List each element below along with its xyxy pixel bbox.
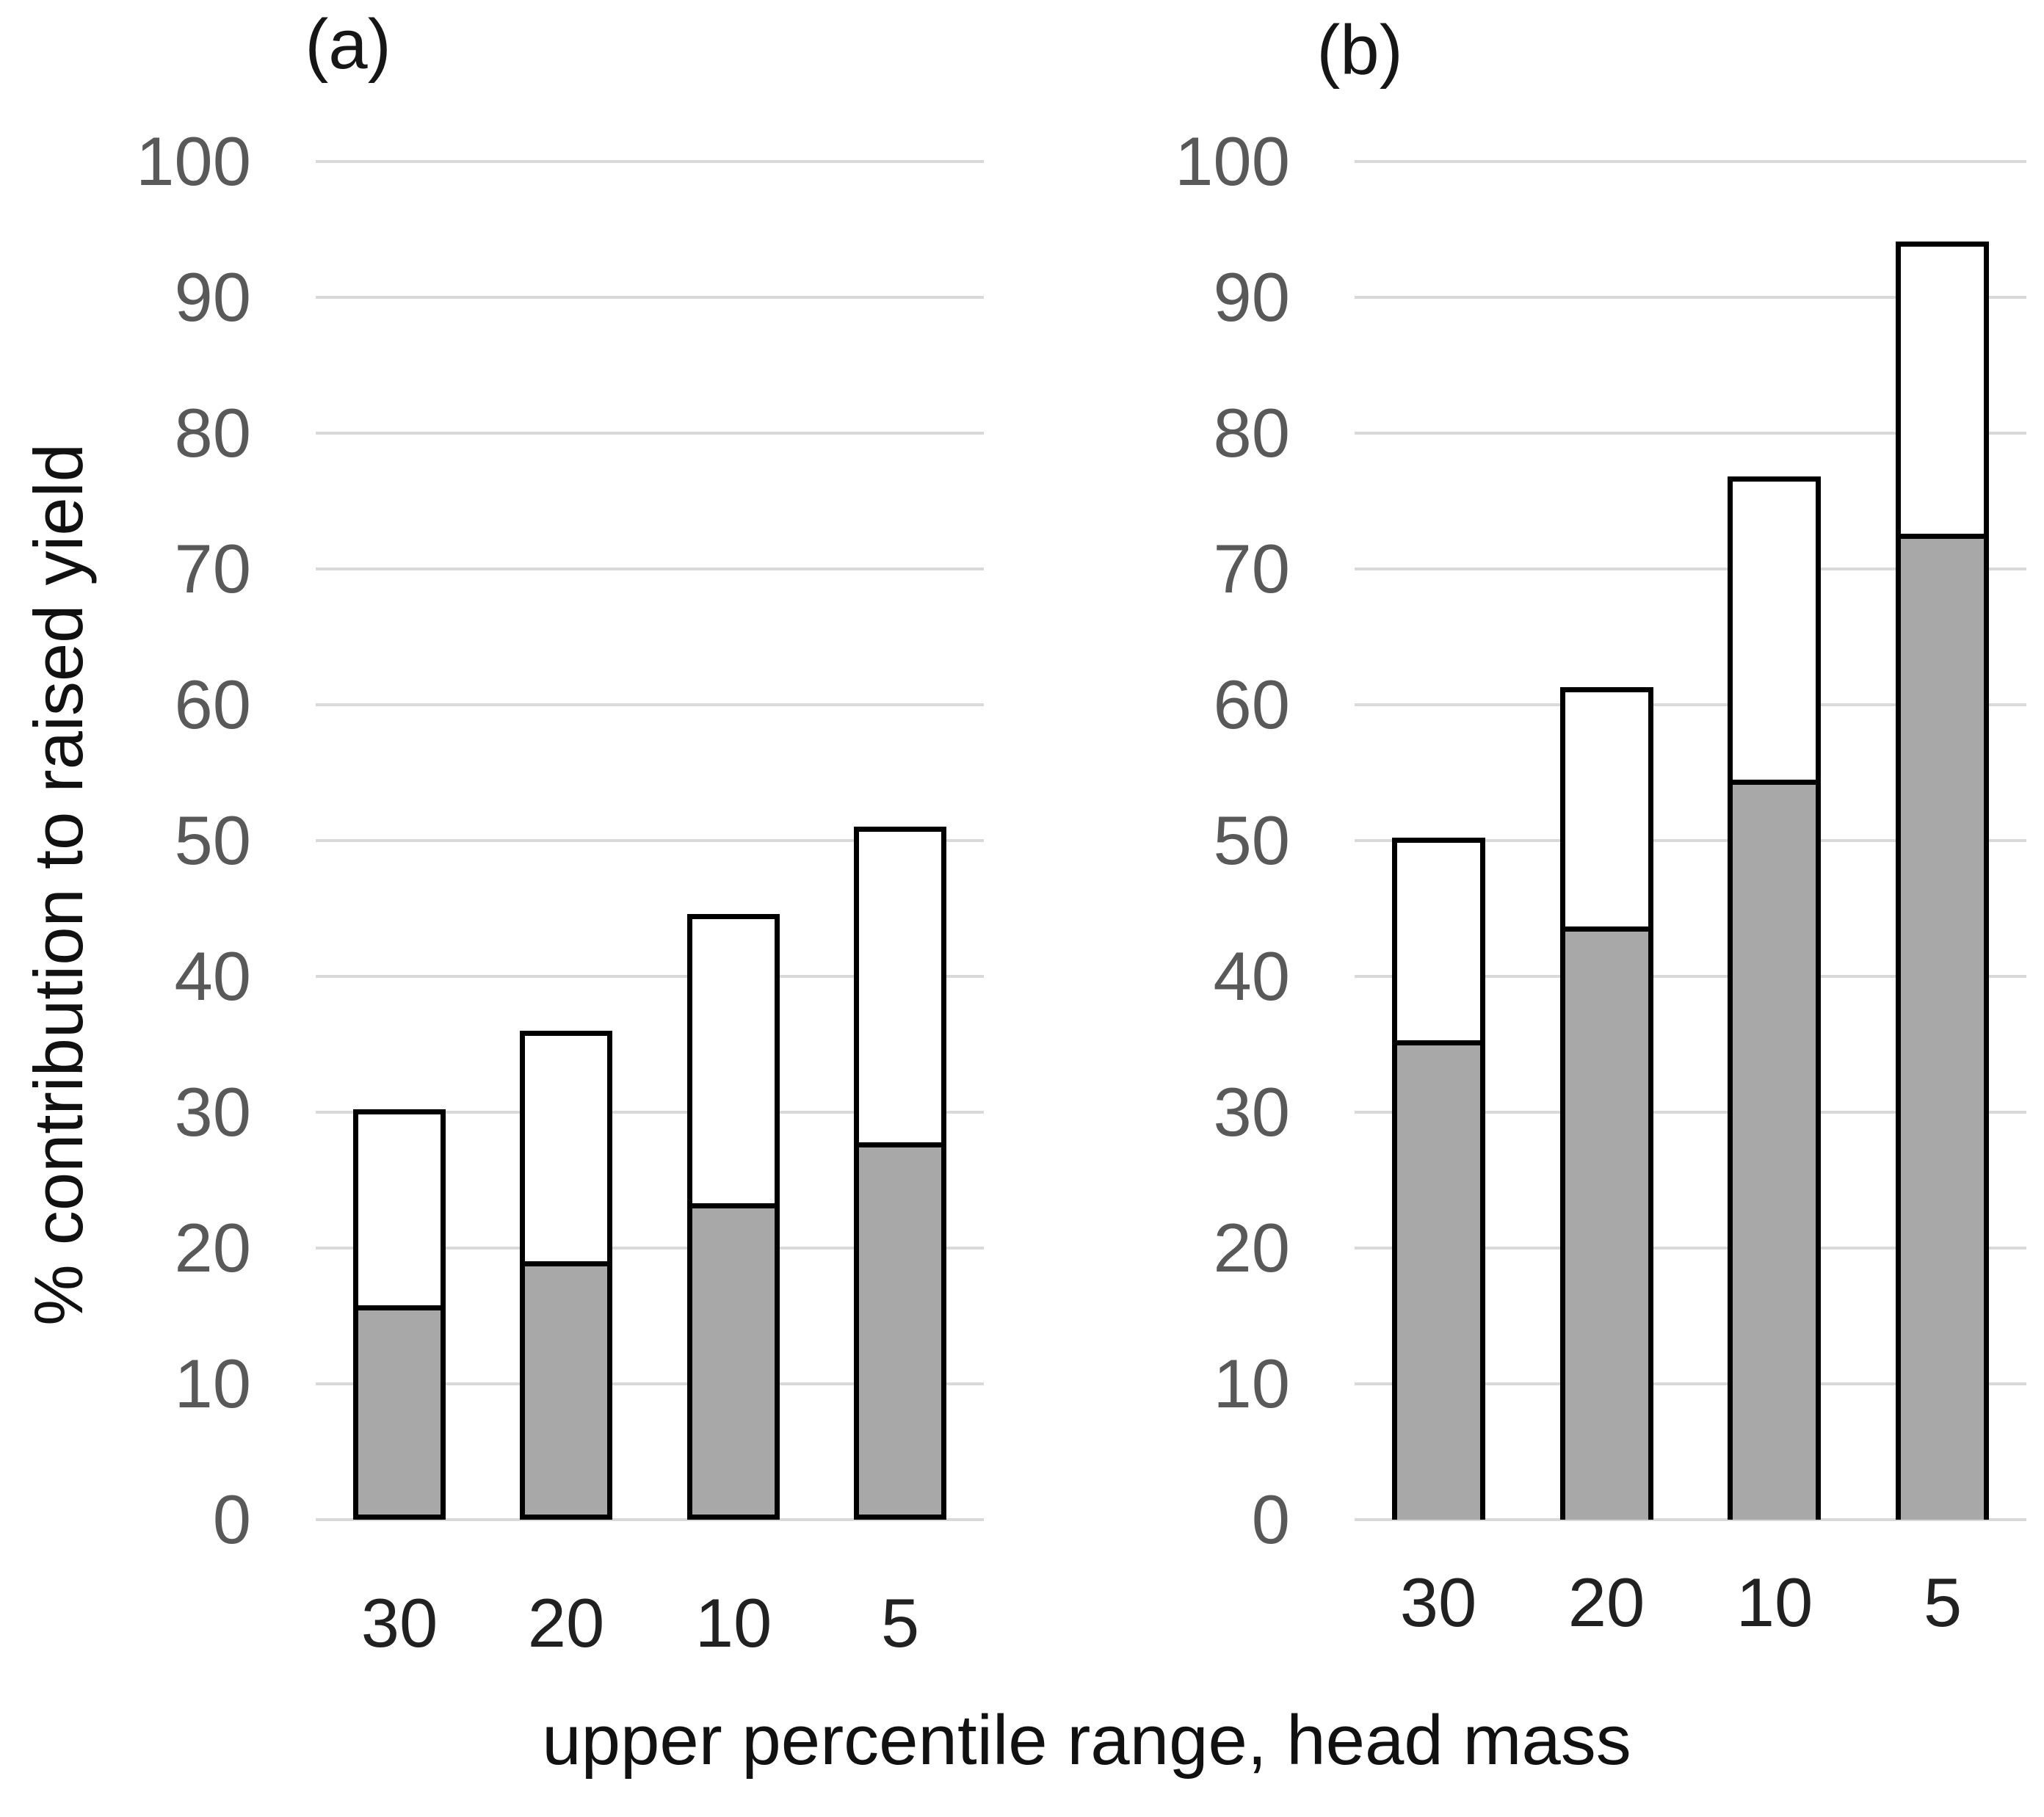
y-tick-label: 0 [1251, 1481, 1290, 1558]
stacked-bar [854, 827, 946, 1520]
stacked-bar [1728, 476, 1821, 1520]
y-tick-label: 60 [1213, 666, 1290, 743]
x-axis-label: upper percentile range, head mass [542, 1701, 1631, 1780]
y-tick-label: 40 [174, 937, 251, 1015]
panel-b-title: (b) [1316, 11, 1403, 90]
gridline [316, 296, 984, 299]
y-tick-label: 30 [174, 1073, 251, 1150]
stacked-bar [1560, 687, 1653, 1520]
gridline [316, 839, 984, 842]
stacked-bar [1896, 242, 1989, 1520]
y-tick-label: 60 [174, 666, 251, 743]
x-tick-label: 10 [1736, 1564, 1813, 1641]
gridline [1355, 567, 2026, 570]
gridline [1355, 1247, 2026, 1250]
gridline [1355, 1111, 2026, 1114]
y-tick-label: 0 [212, 1481, 251, 1558]
y-tick-label: 50 [1213, 802, 1290, 879]
y-tick-label: 70 [174, 530, 251, 607]
bar-segment-gray [525, 1261, 607, 1515]
x-tick-label: 5 [880, 1584, 920, 1661]
y-tick-label: 80 [174, 394, 251, 471]
x-tick-label: 30 [360, 1584, 438, 1661]
gridline [316, 567, 984, 570]
stacked-bar [1392, 838, 1485, 1520]
x-tick-label: 5 [1923, 1564, 1963, 1641]
y-tick-label: 80 [1213, 394, 1290, 471]
x-tick-label: 10 [695, 1584, 772, 1661]
gridline [1355, 703, 2026, 706]
gridline [1355, 296, 2026, 299]
gridline [316, 1382, 984, 1385]
y-tick-label: 90 [1213, 258, 1290, 336]
gridline [316, 1247, 984, 1250]
y-tick-label: 20 [1213, 1209, 1290, 1286]
x-tick-label: 30 [1399, 1564, 1477, 1641]
stacked-bar [687, 914, 780, 1520]
gridline [316, 1518, 984, 1521]
gridline [1355, 160, 2026, 163]
y-tick-label: 40 [1213, 937, 1290, 1015]
gridline [316, 160, 984, 163]
gridline [1355, 1518, 2026, 1521]
y-tick-label: 30 [1213, 1073, 1290, 1150]
gridline [1355, 839, 2026, 842]
y-tick-label: 100 [136, 123, 251, 200]
gridline [316, 703, 984, 706]
x-tick-label: 20 [1568, 1564, 1645, 1641]
y-tick-label: 70 [1213, 530, 1290, 607]
gridline [316, 1111, 984, 1114]
stacked-bar [353, 1109, 446, 1520]
panel-a-title: (a) [305, 5, 391, 84]
gridline [1355, 432, 2026, 435]
gridline [1355, 975, 2026, 978]
x-tick-label: 20 [527, 1584, 605, 1661]
bar-segment-gray [1565, 926, 1648, 1520]
gridline [1355, 1382, 2026, 1385]
gridline [316, 975, 984, 978]
y-tick-label: 90 [174, 258, 251, 336]
y-tick-label: 20 [174, 1209, 251, 1286]
bar-segment-gray [358, 1305, 441, 1515]
bar-segment-gray [1397, 1040, 1480, 1520]
y-tick-label: 10 [174, 1345, 251, 1422]
bar-segment-gray [692, 1203, 775, 1515]
y-tick-label: 10 [1213, 1345, 1290, 1422]
stacked-bar [520, 1031, 612, 1520]
bar-segment-gray [1733, 780, 1816, 1520]
bar-segment-gray [1901, 534, 1984, 1520]
gridline [316, 432, 984, 435]
y-tick-label: 50 [174, 802, 251, 879]
bar-segment-gray [859, 1142, 941, 1515]
y-tick-label: 100 [1175, 123, 1290, 200]
